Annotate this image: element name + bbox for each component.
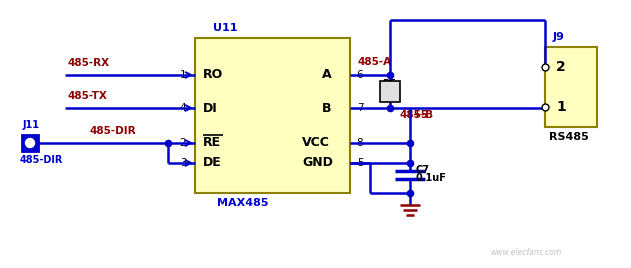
Text: GND: GND (302, 157, 333, 169)
Text: 485-DIR: 485-DIR (90, 126, 137, 136)
Text: J11: J11 (23, 120, 40, 130)
Text: RE: RE (203, 136, 221, 150)
Text: MAX485: MAX485 (217, 198, 269, 208)
Text: 5: 5 (357, 158, 363, 168)
Text: 1: 1 (556, 100, 566, 114)
Text: VCC: VCC (302, 136, 330, 150)
Text: 1: 1 (180, 70, 186, 80)
Bar (195, 38, 350, 193)
Text: DE: DE (203, 157, 221, 169)
Text: B: B (322, 102, 331, 114)
Text: R5: R5 (382, 79, 396, 89)
Text: 1K: 1K (382, 90, 396, 100)
Text: 485-TX: 485-TX (67, 91, 107, 101)
Text: A: A (322, 69, 332, 81)
Text: 8: 8 (357, 138, 363, 148)
Circle shape (25, 139, 35, 147)
Text: 7: 7 (357, 103, 363, 113)
Text: 485-RX: 485-RX (67, 58, 109, 68)
Text: 2: 2 (180, 138, 186, 148)
Bar (545, 47, 597, 127)
Text: 485-DIR: 485-DIR (20, 155, 63, 165)
Text: C7: C7 (415, 165, 429, 175)
Text: 485-B: 485-B (400, 110, 434, 120)
Text: 0.1uF: 0.1uF (415, 173, 446, 183)
Text: 2: 2 (556, 60, 566, 74)
Text: DI: DI (203, 102, 218, 114)
Text: www.elecfans.com: www.elecfans.com (490, 248, 561, 257)
Bar (380, 81, 400, 102)
Text: +5: +5 (413, 110, 429, 120)
Text: 6: 6 (357, 70, 363, 80)
Text: U11: U11 (213, 23, 237, 33)
Text: 485-A: 485-A (358, 57, 392, 67)
Bar (22, 135, 38, 151)
Text: 4: 4 (180, 103, 186, 113)
Text: RO: RO (203, 69, 223, 81)
Text: 3: 3 (180, 158, 186, 168)
Text: RS485: RS485 (549, 132, 589, 142)
Text: J9: J9 (553, 32, 565, 42)
